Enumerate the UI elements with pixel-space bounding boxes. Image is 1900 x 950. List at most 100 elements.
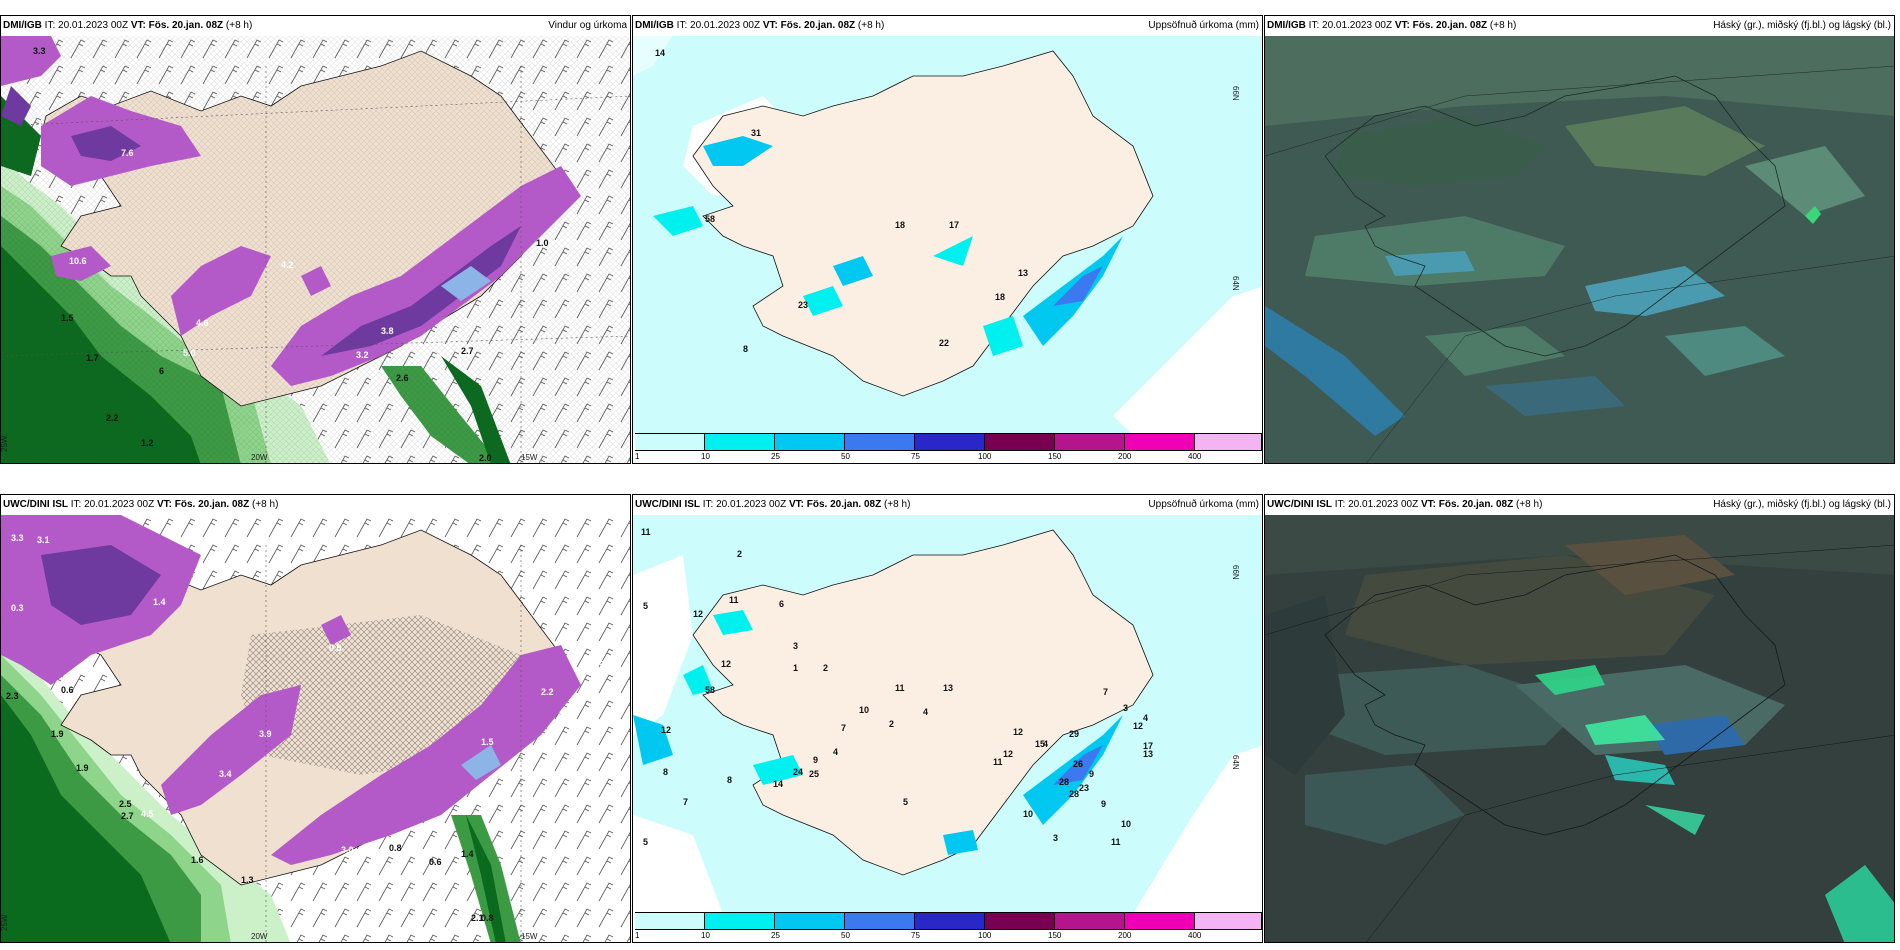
colorbar-tick: 200 (1118, 452, 1132, 461)
lat-label: 64N (1231, 755, 1240, 770)
iceland-coast (1324, 75, 1786, 357)
lead-time: (+8 h) (225, 20, 253, 31)
valid-time: VT: Fös. 20.jan. 08Z (156, 499, 250, 510)
valid-time: VT: Fös. 20.jan. 08Z (788, 499, 882, 510)
lead-time: (+8 h) (252, 499, 279, 510)
lead-time: (+8 h) (884, 499, 911, 510)
precip-label: 2.0 (479, 453, 492, 463)
precip-label: 7 (1103, 687, 1108, 697)
colorbar-seg (915, 912, 985, 930)
precip-label: 4 (923, 707, 928, 717)
colorbar-seg (1055, 912, 1125, 930)
colorbar-tick: 75 (911, 931, 920, 940)
colorbar-seg (985, 912, 1055, 930)
clouds-map (1265, 515, 1894, 942)
precip-label: 18 (995, 292, 1005, 302)
lon-label: 25W (1, 914, 9, 931)
colorbar-tick: 10 (701, 931, 710, 940)
precip-label: 10 (1121, 819, 1131, 829)
colorbar-tick: 100 (978, 931, 992, 940)
model-name: UWC/DINI ISL (635, 499, 700, 510)
precip-label: 15 (1035, 739, 1045, 749)
precip-label: 2.5 (119, 799, 132, 809)
lon-label: 20W (251, 453, 268, 462)
colorbar-tick: 400 (1188, 452, 1202, 461)
precip-label: 14 (773, 779, 783, 789)
precip-label: 23 (798, 300, 808, 310)
colorbar-tick: 50 (841, 931, 850, 940)
precip-label: 1.5 (61, 313, 74, 323)
panel-accum-precip-dmi: DMI/IGB IT: 20.01.2023 00Z VT: Fös. 20.j… (632, 15, 1263, 464)
precip-label: 17 (949, 220, 959, 230)
precip-label: 23 (1079, 783, 1089, 793)
iceland-coast (1324, 554, 1786, 836)
lon-label: 15W (521, 453, 538, 462)
precip-label: 4 (833, 747, 838, 757)
precip-label: 4.6 (196, 318, 209, 328)
field-title: Uppsöfnuð úrkoma (mm) (1148, 20, 1259, 31)
panel-header: DMI/IGB IT: 20.01.2023 00Z VT: Fös. 20.j… (1, 16, 630, 36)
precip-label: 25 (809, 769, 819, 779)
precip-label: 0.8 (389, 843, 402, 853)
map-area: 11 2 5 12 11 6 3 12 1 2 58 12 8 7 5 8 4 … (633, 515, 1262, 914)
precip-label: 2.2 (541, 687, 554, 697)
precip-label: 9 (1089, 769, 1094, 779)
panel-clouds-uwc: UWC/DINI ISL IT: 20.01.2023 00Z VT: Fös.… (1264, 494, 1895, 943)
precip-label: 22 (939, 338, 949, 348)
colorbar-seg (985, 433, 1055, 451)
precip-label: 0.5 (591, 657, 604, 667)
colorbar-seg (635, 912, 705, 930)
colorbar-seg (1195, 912, 1262, 930)
precip-colorbar: 1 10 25 50 75 100 150 200 400 (633, 433, 1262, 463)
colorbar-seg (1125, 433, 1195, 451)
precip-label: 3.9 (259, 729, 272, 739)
precip-label: 18 (895, 220, 905, 230)
precip-label: 2.2 (106, 413, 119, 423)
precip-label: 7.6 (121, 148, 134, 158)
lon-label: 25W (1, 435, 9, 452)
init-time: IT: 20.01.2023 00Z (70, 499, 155, 510)
colorbar-seg (775, 912, 845, 930)
colorbar-tick: 1 (635, 931, 640, 940)
precip-label: 7 (841, 723, 846, 733)
precip-label: 11 (993, 757, 1003, 767)
precip-label: 0.3 (11, 603, 24, 613)
field-title: Uppsöfnuð úrkoma (mm) (1148, 499, 1259, 510)
precip-label: 1.7 (86, 353, 99, 363)
precip-label: 4.2 (281, 260, 294, 270)
colorbar-tick: 200 (1118, 931, 1132, 940)
colorbar-tick: 1 (635, 452, 640, 461)
wind-precip-map: 3.3 3.1 0.3 2.3 1.9 1.9 2.5 2.7 1.6 1.3 … (1, 515, 630, 942)
precip-label: 13 (1018, 268, 1028, 278)
colorbar-seg (775, 433, 845, 451)
lat-label: 64N (1231, 276, 1240, 291)
accum-precip-map: 14 31 58 18 17 13 18 23 8 22 66N 64N (633, 36, 1262, 435)
precip-label: 3 (793, 641, 798, 651)
precip-label: 5 (643, 837, 648, 847)
panel-header: DMI/IGB IT: 20.01.2023 00Z VT: Fös. 20.j… (633, 16, 1262, 36)
init-time: IT: 20.01.2023 00Z (1308, 20, 1393, 31)
colorbar-tick: 10 (701, 452, 710, 461)
precip-label: 3.1 (37, 535, 50, 545)
precip-label: 28 (1069, 789, 1079, 799)
precip-label: 1.2 (141, 438, 154, 448)
precip-label: 6 (779, 599, 784, 609)
precip-label: 5 (643, 601, 648, 611)
model-name: DMI/IGB (1267, 20, 1306, 31)
colorbar-tick: 25 (771, 931, 780, 940)
model-name: DMI/IGB (635, 20, 674, 31)
map-area: 3.3 7.6 10.6 4.6 5.0 6 1.5 1.7 2.2 1.2 3… (1, 36, 630, 463)
field-title: Háský (gr.), miðský (fj.bl.) og lágský (… (1713, 20, 1891, 31)
colorbar-seg (1125, 912, 1195, 930)
model-name: UWC/DINI ISL (3, 499, 68, 510)
panel-header: DMI/IGB IT: 20.01.2023 00Z VT: Fös. 20.j… (1265, 16, 1894, 36)
lead-time: (+8 h) (857, 20, 885, 31)
precip-colorbar: 1 10 25 50 75 100 150 200 400 (633, 912, 1262, 942)
panel-header: UWC/DINI ISL IT: 20.01.2023 00Z VT: Fös.… (633, 495, 1262, 515)
lat-label: 66N (1231, 565, 1240, 580)
precip-label: 4.5 (141, 809, 154, 819)
init-time: IT: 20.01.2023 00Z (676, 20, 761, 31)
precip-label: 13 (1143, 749, 1153, 759)
precip-label: 3.3 (33, 46, 46, 56)
precip-label: 58 (705, 685, 715, 695)
